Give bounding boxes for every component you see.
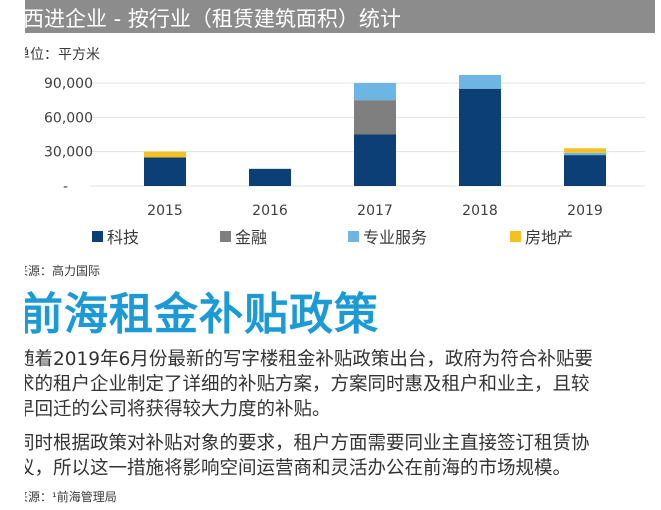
- legend-item: 房地产: [510, 224, 573, 248]
- chart-source-wrap: 来源：高力国际: [25, 260, 325, 280]
- legend-swatch: [220, 230, 231, 242]
- x-tick-label: 2017: [357, 203, 393, 219]
- legend-swatch: [510, 230, 521, 242]
- text-source-wrap: 来源：¹前海管理局: [25, 486, 325, 506]
- x-tick-label: 2019: [567, 203, 603, 219]
- legend-label: 金融: [235, 228, 268, 247]
- chart-source: 来源：高力国际: [25, 264, 101, 278]
- para-line: 议，所以这一措施将影响空间运营商和灵活办公在前海的市场规模。: [25, 453, 645, 479]
- y-tick-label: 60,000: [44, 110, 93, 126]
- unit-label-wrap: 单位：平方米: [25, 42, 225, 64]
- x-tick-label: 2016: [252, 203, 288, 219]
- text-source: 来源：¹前海管理局: [25, 490, 117, 504]
- section-heading: 前海租金补贴政策: [25, 289, 379, 334]
- para-line: 随着2019年6月份最新的写字楼租金补贴政策出台，政府为符合补贴要: [25, 344, 645, 370]
- bar-segment: [144, 151, 186, 158]
- para-line: 求的租户企业制定了详细的补贴方案，方案同时惠及租户和业主，且较: [25, 369, 645, 395]
- bar-segment: [564, 152, 606, 156]
- legend-item: 专业服务: [348, 224, 427, 248]
- y-tick-label: 90,000: [44, 76, 93, 92]
- chart-title: 深圳西进企业 - 按行业（租赁建筑面积）统计: [25, 7, 401, 31]
- bar-segment: [249, 168, 291, 186]
- para-line: 早回迁的公司将获得较大力度的补贴。: [25, 394, 645, 420]
- unit-label: 单位：平方米: [25, 47, 100, 63]
- paragraph-text: 早回迁的公司将获得较大力度的补贴。: [25, 399, 331, 420]
- paragraph-text: 随着2019年6月份最新的写字楼租金补贴政策出台，政府为符合补贴要: [25, 349, 593, 370]
- legend-item: 科技: [92, 224, 139, 248]
- bar-segment: [354, 83, 396, 101]
- bar-segment: [459, 88, 501, 186]
- stacked-bar-chart: - 30,000 60,000 90,000 2015 2016 2017 2018 2019: [44, 74, 645, 219]
- chart-title-bar: 深圳西进企业 - 按行业（租赁建筑面积）统计: [25, 0, 655, 33]
- bar-segment: [354, 100, 396, 135]
- x-tick-label: 2018: [462, 203, 498, 219]
- bar-segment: [144, 157, 186, 186]
- legend-item: 金融: [220, 224, 267, 248]
- legend-swatch: [348, 230, 359, 242]
- paragraph-text: 议，所以这一措施将影响空间运营商和灵活办公在前海的市场规模。: [25, 458, 572, 479]
- paragraph-text: 同时根据政策对补贴对象的要求，租户方面需要同业主直接签订租赁协: [25, 433, 590, 454]
- bar-segment: [459, 74, 501, 89]
- x-tick-label: 2015: [147, 203, 183, 219]
- legend-swatch: [92, 230, 103, 242]
- legend-label: 专业服务: [363, 228, 428, 247]
- heading-wrap: 前海租金补贴政策: [25, 278, 645, 334]
- legend-label: 科技: [107, 228, 140, 247]
- bar-segment: [564, 148, 606, 153]
- paragraph-text: 求的租户企业制定了详细的补贴方案，方案同时惠及租户和业主，且较: [25, 374, 590, 395]
- legend-label: 房地产: [525, 228, 574, 247]
- y-tick-label: -: [63, 179, 68, 195]
- para-line: 同时根据政策对补贴对象的要求，租户方面需要同业主直接签订租赁协: [25, 428, 645, 454]
- y-tick-label: 30,000: [44, 145, 93, 161]
- bar-segment: [354, 134, 396, 186]
- bar-segment: [564, 155, 606, 186]
